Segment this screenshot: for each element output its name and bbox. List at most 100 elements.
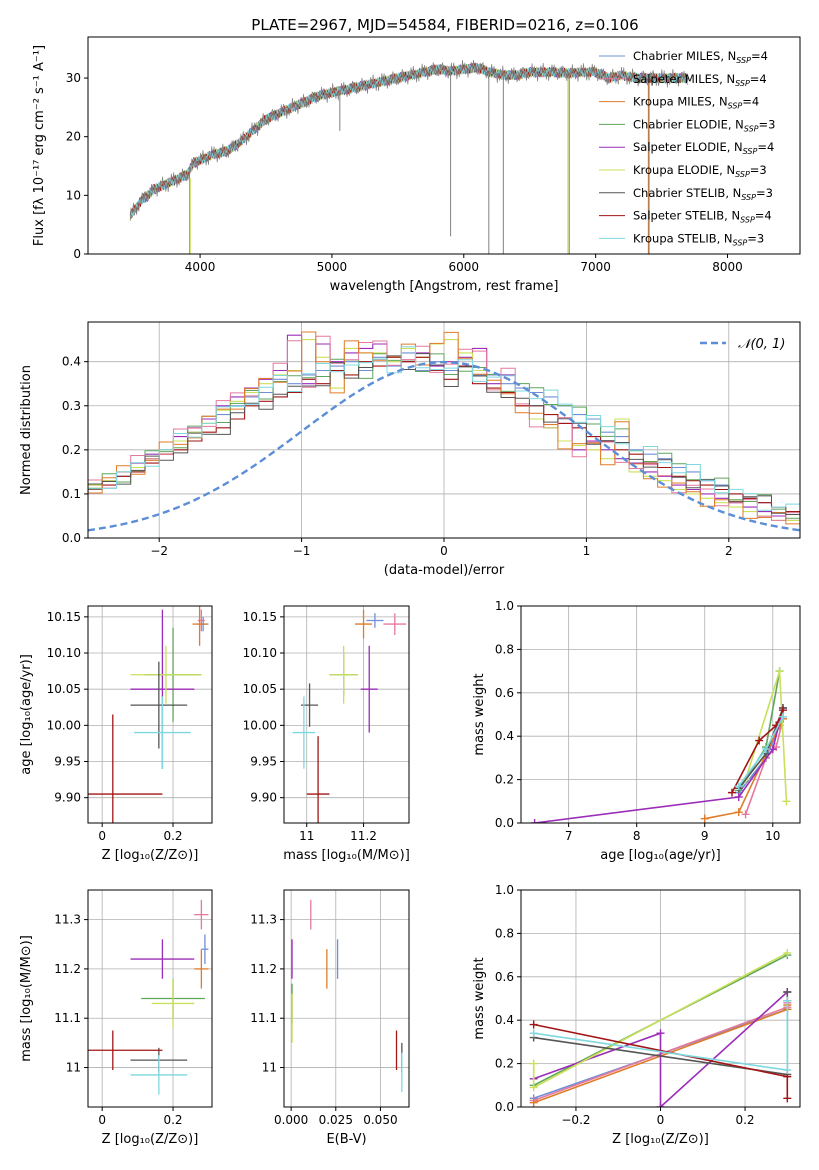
plot-frame xyxy=(520,605,801,824)
plot-area xyxy=(292,609,407,823)
y-tick-label: 10.05 xyxy=(47,682,81,696)
x-tick-label: 11 xyxy=(299,829,314,843)
x-tick-label: 11.2 xyxy=(350,829,377,843)
age-vs-metallicity-panel: 0 0.2 9.90 9.95 10.00 10.05 10.10 10.15 Z [log₁₀… xyxy=(19,605,213,863)
x-axis-label: Z [log₁₀(Z/Z⊙)] xyxy=(102,848,199,863)
x-tick-label: 0.025 xyxy=(319,1113,353,1127)
y-tick-label: 0 xyxy=(73,247,81,261)
massweight-vs-age-panel: 7 8 9 10 0.0 0.2 0.4 0.6 0.8 1.0 age [log₁₀(age/yr… xyxy=(472,599,801,863)
legend-label: Salpeter ELODIE, NSSP=4 xyxy=(633,140,774,156)
y-tick-label: 0.0 xyxy=(495,816,514,830)
weight-marker xyxy=(734,792,743,801)
y-axis-label: age [log₁₀(age/yr)] xyxy=(19,654,34,775)
x-tick-label: 8000 xyxy=(712,260,743,274)
weight-marker xyxy=(783,1066,792,1075)
y-tick-label: 11 xyxy=(66,1061,81,1075)
weight-marker xyxy=(755,736,764,745)
x-tick-label: −2 xyxy=(150,544,168,558)
plot-frame xyxy=(87,889,213,1108)
y-tick-label: 20 xyxy=(66,130,81,144)
legend: Chabrier MILES, NSSP=4 Salpeter MILES, NS… xyxy=(599,49,775,247)
histogram-step xyxy=(88,356,800,517)
y-tick-label: 10.10 xyxy=(243,646,277,660)
weight-marker xyxy=(761,745,770,754)
y-tick-label: 10.10 xyxy=(47,646,81,660)
x-tick-label: 7 xyxy=(565,829,573,843)
y-axis-label: Normed distribution xyxy=(19,365,34,495)
weight-marker xyxy=(529,1029,538,1038)
x-axis-label: (data-model)/error xyxy=(384,563,505,578)
y-tick-label: 10 xyxy=(66,188,81,202)
y-tick-label: 9.95 xyxy=(250,755,277,769)
legend-label: Kroupa MILES, NSSP=4 xyxy=(633,95,759,111)
x-tick-label: 0.050 xyxy=(363,1113,397,1127)
x-tick-label: 7000 xyxy=(580,260,611,274)
y-tick-label: 0.8 xyxy=(495,926,514,940)
weight-marker xyxy=(734,782,743,791)
x-tick-label: 2 xyxy=(725,544,733,558)
y-tick-label: 0.2 xyxy=(495,1057,514,1071)
weight-marker xyxy=(783,996,792,1005)
observed-spectrum-line xyxy=(129,59,689,221)
plot-area xyxy=(529,948,792,1107)
x-tick-label: 0.2 xyxy=(163,1113,182,1127)
y-tick-label: 0.6 xyxy=(495,970,514,984)
y-tick-label: 1.0 xyxy=(495,599,514,613)
model-spectrum-line xyxy=(129,63,689,217)
y-axis-label: mass weight xyxy=(472,673,487,755)
y-tick-label: 11 xyxy=(262,1061,277,1075)
x-tick-label: 0.000 xyxy=(274,1113,308,1127)
histogram-step xyxy=(88,346,800,522)
legend-label: 𝒩(0, 1) xyxy=(738,337,785,352)
x-tick-label: 0.2 xyxy=(735,1113,754,1127)
x-tick-label: 1 xyxy=(583,544,591,558)
y-axis-label: mass [log₁₀(M/M⊙)] xyxy=(19,935,34,1062)
y-tick-label: 9.95 xyxy=(54,755,81,769)
x-axis-label: mass [log₁₀(M/M⊙)] xyxy=(283,848,410,863)
y-tick-label: 0.8 xyxy=(495,642,514,656)
weight-line xyxy=(534,707,784,823)
weight-marker xyxy=(656,1103,665,1107)
model-spectrum-line xyxy=(129,62,689,219)
weight-marker xyxy=(775,667,784,676)
mass-vs-metallicity-panel: 0 0.2 11 11.1 11.2 11.3 Z [log₁₀(Z/Z⊙)] mass [l… xyxy=(19,889,213,1147)
plot-frame xyxy=(283,605,410,824)
y-tick-label: 0.0 xyxy=(62,531,81,545)
x-tick-label: 0 xyxy=(657,1113,665,1127)
y-axis-label: mass weight xyxy=(472,957,487,1039)
figure-title: PLATE=2967, MJD=54584, FIBERID=0216, z=0… xyxy=(251,16,638,34)
x-tick-label: 0 xyxy=(98,1113,106,1127)
weight-marker xyxy=(782,797,791,806)
plot-area xyxy=(88,899,209,1095)
massweight-vs-metallicity-panel: −0.2 0 0.2 0.0 0.2 0.4 0.6 0.8 1.0 Z [log₁₀(Z/Z⊙)… xyxy=(472,883,801,1147)
y-tick-label: 1.0 xyxy=(495,883,514,897)
weight-marker xyxy=(656,1029,665,1038)
y-tick-label: 11.1 xyxy=(54,1011,81,1025)
plot-frame xyxy=(87,605,213,824)
y-tick-label: 10.15 xyxy=(243,610,277,624)
weight-marker xyxy=(529,1059,538,1068)
x-axis-label: wavelength [Angstrom, rest frame] xyxy=(330,279,559,294)
y-tick-label: 0.1 xyxy=(62,487,81,501)
weight-line xyxy=(533,991,788,1107)
y-tick-label: 11.3 xyxy=(54,913,81,927)
weight-marker xyxy=(529,1098,538,1107)
weight-marker xyxy=(741,810,750,819)
y-tick-label: 0.0 xyxy=(495,1100,514,1114)
x-tick-label: 4000 xyxy=(185,260,216,274)
x-tick-label: 9 xyxy=(701,829,709,843)
x-axis-label: Z [log₁₀(Z/Z⊙)] xyxy=(102,1132,199,1147)
y-axis-label: Flux [fλ 10⁻¹⁷ erg cm⁻² s⁻¹ A⁻¹] xyxy=(32,45,47,246)
model-spectrum-line xyxy=(129,62,689,221)
y-tick-label: 10.15 xyxy=(47,610,81,624)
y-tick-label: 0.2 xyxy=(495,773,514,787)
legend-label: Kroupa STELIB, NSSP=3 xyxy=(633,231,764,247)
plot-frame xyxy=(283,889,410,1108)
x-axis-label: Z [log₁₀(Z/Z⊙)] xyxy=(612,1132,709,1147)
spectrum-panel: 4000 5000 6000 7000 8000 0 10 20 30 wavelength [A… xyxy=(32,36,801,294)
y-tick-label: 30 xyxy=(66,71,81,85)
histogram-step xyxy=(88,353,800,515)
plot-area xyxy=(291,899,403,1093)
legend-label: Salpeter STELIB, NSSP=4 xyxy=(633,209,772,225)
